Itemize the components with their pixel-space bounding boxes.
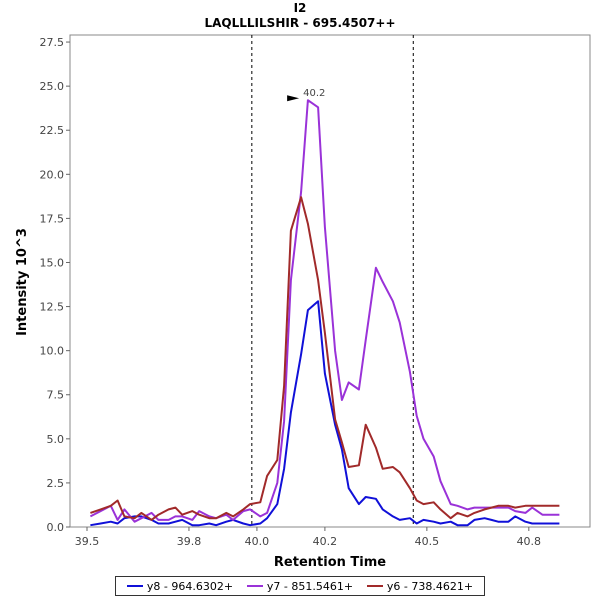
y-tick-label-6: 15.0 bbox=[40, 256, 65, 269]
y-tick-label-1: 2.5 bbox=[47, 477, 65, 490]
x-axis-ticks: 39.5 39.8 40.0 40.2 40.5 40.8 bbox=[75, 527, 541, 548]
peak-arrow-icon bbox=[287, 95, 300, 102]
legend-label-0: y8 - 964.6302+ bbox=[146, 579, 234, 593]
y-tick-label-4: 10.0 bbox=[40, 345, 65, 358]
y-axis-label: Intensity 10^3 bbox=[15, 228, 30, 336]
y-tick-label-2: 5.0 bbox=[47, 433, 65, 446]
legend-item-2: y6 - 738.4621+ bbox=[366, 579, 474, 593]
legend-item-0: y8 - 964.6302+ bbox=[126, 579, 234, 593]
legend: y8 - 964.6302+ y7 - 851.5461+ y6 - 738.462… bbox=[115, 576, 485, 596]
legend-swatch-1 bbox=[246, 585, 263, 587]
x-tick-label-4: 40.5 bbox=[415, 535, 440, 548]
series-line-1 bbox=[89, 99, 560, 523]
y-tick-label-0: 0.0 bbox=[47, 521, 65, 534]
y-axis-ticks: 0.0 2.5 5.0 7.5 10.0 12.5 15.0 17.5 20.0 22.5 25.0… bbox=[40, 36, 70, 534]
chart-subtitle: LAQLLLILSHIR - 695.4507++ bbox=[204, 16, 395, 30]
y-tick-label-10: 25.0 bbox=[40, 80, 65, 93]
legend-label-2: y6 - 738.4621+ bbox=[386, 579, 474, 593]
y-tick-label-3: 7.5 bbox=[47, 389, 65, 402]
x-tick-label-5: 40.8 bbox=[517, 535, 542, 548]
y-tick-label-11: 27.5 bbox=[40, 36, 65, 49]
series-line-2 bbox=[90, 196, 560, 521]
x-tick-label-3: 40.2 bbox=[313, 535, 338, 548]
y-tick-label-5: 12.5 bbox=[40, 301, 65, 314]
legend-swatch-2 bbox=[366, 585, 383, 587]
x-axis-label: Retention Time bbox=[274, 555, 386, 570]
vertical-markers bbox=[251, 35, 414, 527]
legend-swatch-0 bbox=[126, 585, 143, 587]
y-tick-label-7: 17.5 bbox=[40, 212, 65, 225]
chart-title: I2 bbox=[294, 1, 307, 15]
peak-annotation: 40.2 bbox=[287, 88, 325, 102]
y-tick-label-8: 20.0 bbox=[40, 168, 65, 181]
series-layer bbox=[89, 99, 560, 527]
legend-label-1: y7 - 851.5461+ bbox=[266, 579, 354, 593]
y-tick-label-9: 22.5 bbox=[40, 124, 65, 137]
legend-item-1: y7 - 851.5461+ bbox=[246, 579, 354, 593]
x-tick-label-2: 40.0 bbox=[245, 535, 270, 548]
peak-label: 40.2 bbox=[303, 88, 325, 99]
series-line-0 bbox=[90, 300, 560, 527]
x-tick-label-0: 39.5 bbox=[75, 535, 100, 548]
x-tick-label-1: 39.8 bbox=[177, 535, 202, 548]
